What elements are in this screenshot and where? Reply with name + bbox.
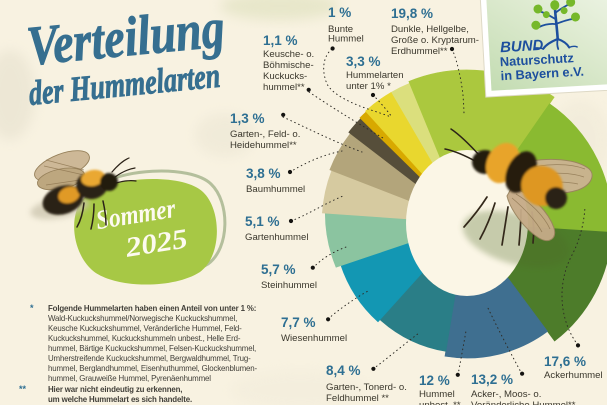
svg-text:Wald-Kuckuckshummel/Norwegisch: Wald-Kuckuckshummel/Norwegische Kuckucks… bbox=[48, 314, 237, 323]
svg-text:12 %: 12 % bbox=[419, 373, 450, 388]
svg-text:5,7 %: 5,7 % bbox=[261, 262, 296, 277]
svg-text:**: ** bbox=[19, 384, 27, 394]
svg-text:Hier war nicht eindeutig zu er: Hier war nicht eindeutig zu erkennen, bbox=[48, 385, 182, 394]
svg-text:Keusche- o.: Keusche- o. bbox=[263, 49, 314, 60]
svg-text:Naturschutz: Naturschutz bbox=[499, 50, 574, 69]
svg-text:Baumhummel: Baumhummel bbox=[246, 184, 305, 195]
svg-text:Kuckuckshummel, Kuckuckshummel: Kuckuckshummel, Kuckuckshummeln unbest.,… bbox=[48, 334, 241, 343]
svg-text:Gartenhummel: Gartenhummel bbox=[245, 232, 308, 243]
svg-text:19,8 %: 19,8 % bbox=[391, 6, 433, 21]
svg-text:Bunte: Bunte bbox=[328, 24, 353, 35]
svg-text:unbest. **: unbest. ** bbox=[419, 400, 461, 405]
svg-text:Hummel: Hummel bbox=[328, 34, 364, 45]
svg-text:Garten-, Tonerd- o.: Garten-, Tonerd- o. bbox=[326, 382, 407, 393]
svg-text:Hummel: Hummel bbox=[419, 389, 455, 400]
svg-text:Böhmische-: Böhmische- bbox=[263, 60, 314, 71]
svg-text:hummel, Grauweiße Hummel, Pyre: hummel, Grauweiße Hummel, Pyrenäenhummel bbox=[48, 374, 211, 383]
svg-text:Ackerhummel: Ackerhummel bbox=[544, 370, 603, 381]
svg-text:7,7 %: 7,7 % bbox=[281, 315, 316, 330]
svg-text:hummel**: hummel** bbox=[263, 82, 305, 93]
svg-text:Umherstreifende Kuckuckshummel: Umherstreifende Kuckuckshummel, Bergwald… bbox=[48, 354, 251, 363]
svg-text:*: * bbox=[30, 303, 34, 313]
svg-text:Hummelarten: Hummelarten bbox=[346, 70, 404, 81]
svg-text:Steinhummel: Steinhummel bbox=[261, 280, 317, 291]
svg-text:BUND: BUND bbox=[500, 37, 544, 56]
svg-text:8,4 %: 8,4 % bbox=[326, 363, 361, 378]
svg-text:3,3 %: 3,3 % bbox=[346, 54, 381, 69]
svg-text:hummel, Bärtige Kuckuckshummel: hummel, Bärtige Kuckuckshummel, Felsen-K… bbox=[48, 344, 256, 353]
svg-text:1 %: 1 % bbox=[328, 5, 351, 20]
svg-text:Wiesenhummel: Wiesenhummel bbox=[281, 333, 347, 344]
svg-text:Große o. Kryptarum-: Große o. Kryptarum- bbox=[391, 35, 479, 46]
svg-text:17,6 %: 17,6 % bbox=[544, 354, 586, 369]
svg-text:unter 1% *: unter 1% * bbox=[346, 81, 391, 92]
svg-text:13,2 %: 13,2 % bbox=[471, 372, 513, 387]
svg-text:Folgende Hummelarten haben ein: Folgende Hummelarten haben einen Anteil … bbox=[48, 304, 256, 313]
svg-text:hummel, Berglandhummel, Eisenh: hummel, Berglandhummel, Eisenhuthummel, … bbox=[48, 364, 258, 373]
svg-text:um welche Hummelart es sich ha: um welche Hummelart es sich handelte. bbox=[48, 395, 192, 404]
svg-text:Dunkle, Hellgelbe,: Dunkle, Hellgelbe, bbox=[391, 24, 469, 35]
svg-text:Garten-, Feld- o.: Garten-, Feld- o. bbox=[230, 129, 300, 140]
svg-text:Kuckucks-: Kuckucks- bbox=[263, 71, 307, 82]
svg-text:Keusche Kuckuckshummel, Veränd: Keusche Kuckuckshummel, Veränderliche Hu… bbox=[48, 324, 242, 333]
svg-text:1,1 %: 1,1 % bbox=[263, 33, 298, 48]
svg-text:Erdhummel**: Erdhummel** bbox=[391, 46, 448, 57]
svg-text:Heidehummel**: Heidehummel** bbox=[230, 140, 297, 151]
svg-text:in Bayern e.V.: in Bayern e.V. bbox=[500, 64, 584, 84]
svg-text:5,1 %: 5,1 % bbox=[245, 214, 280, 229]
svg-text:Feldhummel **: Feldhummel ** bbox=[326, 393, 389, 404]
svg-text:3,8 %: 3,8 % bbox=[246, 166, 281, 181]
svg-text:Acker-, Moos- o.: Acker-, Moos- o. bbox=[471, 389, 541, 400]
svg-text:Veränderliche Hummel**: Veränderliche Hummel** bbox=[471, 400, 576, 405]
svg-text:1,3 %: 1,3 % bbox=[230, 111, 265, 126]
